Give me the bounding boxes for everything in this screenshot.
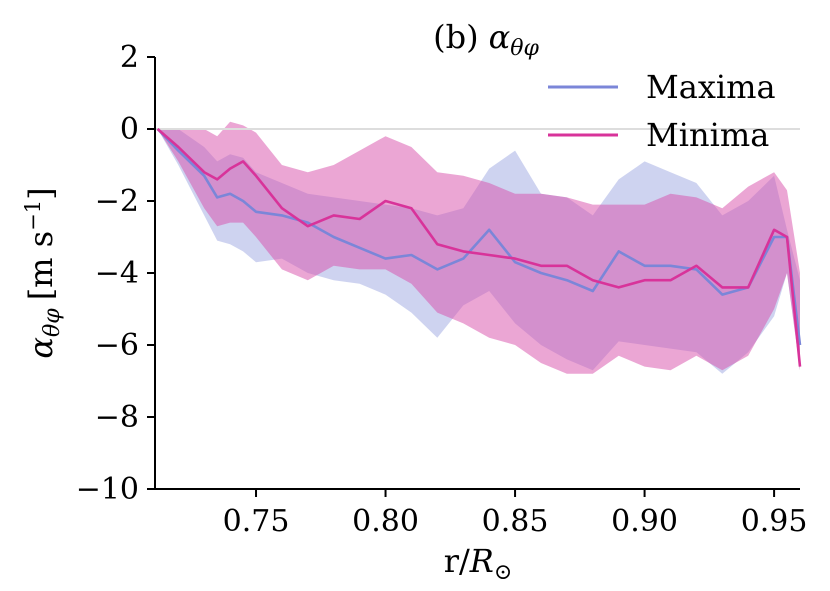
y-axis-label: αθφ[m s−1] [21,187,65,358]
y-tick-label: −2 [95,184,139,219]
series-lines [156,128,802,367]
y-tick-label: 0 [120,112,139,147]
x-axis-label: r/R⊙ [444,542,513,585]
x-ticks: 0.75 0.80 0.85 0.90 0.95 [223,489,808,539]
series-line-maxima [156,128,802,346]
x-tick-label: 0.80 [352,504,419,539]
x-tick-label: 0.75 [223,504,290,539]
y-tick-label: 2 [120,40,139,75]
legend: Maxima Minima [548,68,776,154]
y-tick-label: −10 [76,472,139,507]
y-ticks: 2 0 −2 −4 −6 −8 −10 [76,40,155,507]
band-minima [157,121,801,374]
bands [157,121,801,374]
y-tick-label: −8 [95,400,139,435]
y-tick-label: −4 [95,256,139,291]
x-tick-label: 0.95 [741,504,808,539]
legend-label-minima: Minima [646,116,769,154]
y-tick-label: −6 [95,328,139,363]
plot-area [155,121,802,374]
chart-title: (b) αθφ [433,18,539,61]
series-line-minima [156,128,802,367]
x-tick-label: 0.85 [482,504,549,539]
legend-label-maxima: Maxima [646,68,776,106]
x-tick-label: 0.90 [611,504,678,539]
